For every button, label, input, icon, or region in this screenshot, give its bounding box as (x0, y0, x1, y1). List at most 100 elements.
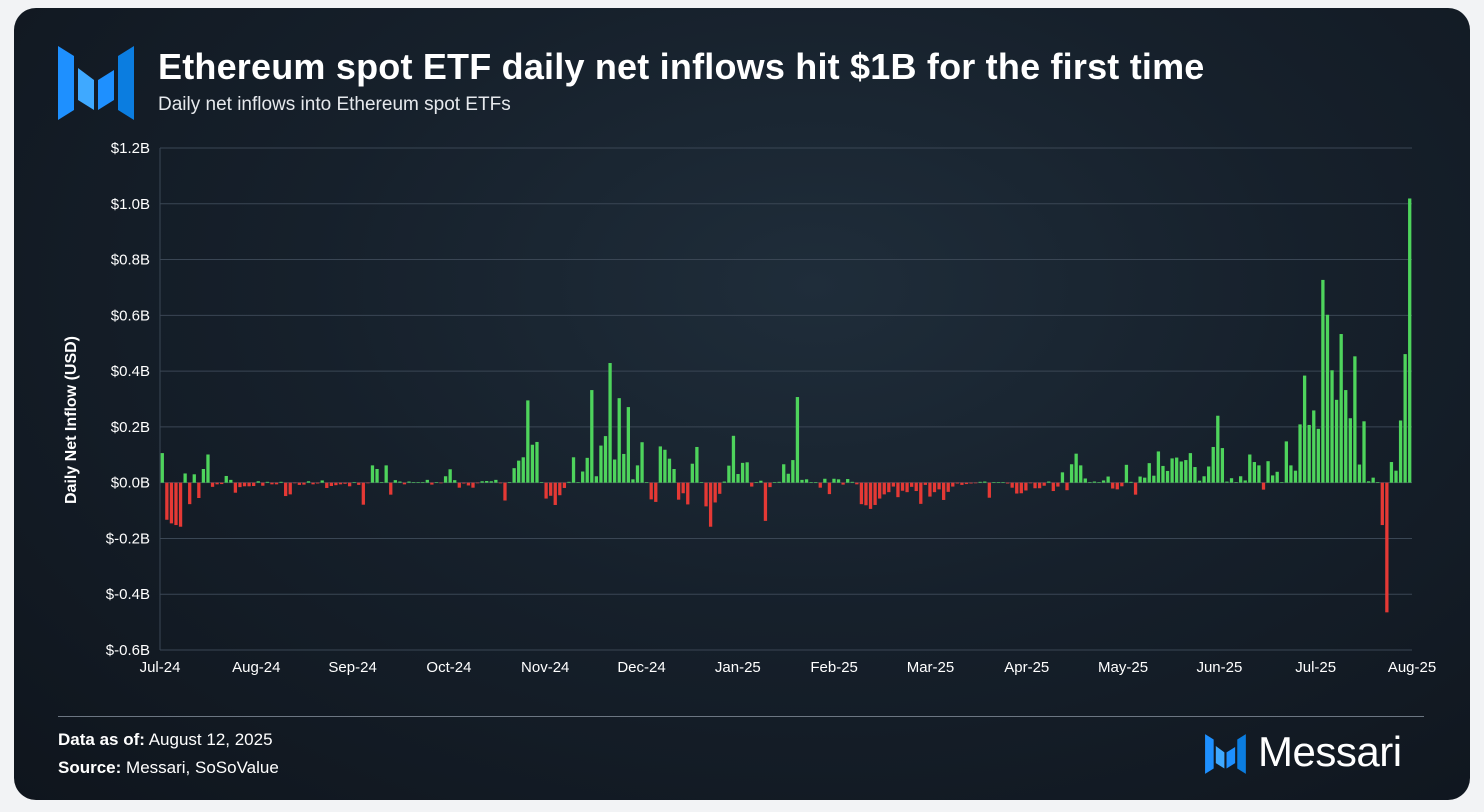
outflow-bar (402, 482, 407, 485)
y-tick-label: $-0.4B (106, 586, 150, 603)
inflow-bar (517, 460, 521, 483)
inflow-bar (617, 398, 621, 483)
inflow-bar (772, 482, 777, 483)
messari-brand: Messari (1202, 728, 1432, 780)
inflow-bar (850, 481, 854, 483)
inflow-bar (206, 454, 210, 483)
outflow-bar (233, 482, 238, 493)
outflow-bar (919, 482, 923, 504)
inflow-bar (1284, 441, 1288, 483)
outflow-bar (827, 482, 832, 495)
inflow-bar (782, 464, 786, 483)
inflow-bar (978, 481, 982, 483)
outflow-bar (864, 482, 868, 506)
inflow-bar (384, 465, 388, 483)
inflow-bar (658, 446, 662, 483)
inflow-bar (1193, 467, 1197, 483)
x-tick-label: Dec-24 (617, 659, 665, 676)
messari-logo-icon (58, 46, 134, 120)
outflow-bar (928, 482, 932, 497)
inflow-bar (1083, 478, 1087, 483)
inflow-bar (695, 446, 699, 483)
y-tick-label: $0.8B (111, 252, 150, 269)
outflow-bar (955, 482, 959, 484)
inflow-bar (393, 480, 397, 483)
inflow-bar (1184, 460, 1188, 483)
footer-divider (58, 716, 1424, 717)
outflow-bar (905, 482, 909, 493)
inflow-bar (535, 441, 539, 483)
y-axis-ticks: $1.2B $1.0B $0.8B $0.6B $0.4B $0.2B $0.0B $-0.2… (106, 140, 150, 659)
source-label: Source: (58, 758, 122, 777)
outflow-bar (1120, 482, 1124, 487)
inflow-bar (644, 482, 649, 483)
inflow-bar (1106, 476, 1110, 483)
inflow-bar (229, 479, 233, 483)
inflow-bar (1353, 356, 1357, 483)
inflow-bar (1348, 418, 1352, 483)
inflow-bar (1138, 476, 1142, 483)
x-tick-label: Jul-24 (140, 659, 181, 676)
outflow-bar (708, 482, 713, 527)
x-tick-label: May-25 (1098, 659, 1148, 676)
outflow-bar (357, 482, 361, 485)
outflow-bar (430, 482, 434, 485)
outflow-bar (252, 482, 256, 487)
outflow-bar (973, 482, 978, 484)
inflow-bar (1357, 464, 1362, 483)
inflow-bar (1239, 476, 1243, 483)
outflow-bar (768, 482, 772, 488)
x-tick-label: Jul-25 (1295, 659, 1336, 676)
outflow-bar (1019, 482, 1023, 494)
inflow-bar (1376, 482, 1380, 483)
y-tick-label: $0.6B (111, 307, 150, 324)
outflow-bar (923, 482, 928, 485)
inflow-bar (494, 479, 498, 483)
outflow-bar (1111, 482, 1115, 489)
inflow-bar (622, 453, 626, 483)
outflow-bar (270, 482, 274, 485)
y-tick-label: $-0.2B (106, 530, 150, 547)
outflow-bar (1028, 482, 1033, 484)
outflow-bar (686, 482, 690, 505)
outflow-bar (315, 482, 320, 484)
outflow-bar (763, 482, 768, 521)
messari-brand-icon (1205, 734, 1246, 774)
inflow-bar (599, 445, 603, 483)
x-tick-label: Aug-24 (232, 659, 280, 676)
inflow-bar (1207, 466, 1211, 483)
outflow-bar (210, 482, 215, 487)
outflow-bar (220, 482, 224, 485)
inflow-bar (1092, 481, 1097, 483)
inflow-bar (777, 481, 781, 483)
outflow-bar (932, 482, 937, 493)
outflow-bar (1056, 482, 1060, 487)
y-tick-label: $-0.6B (106, 642, 150, 659)
inflow-bar (443, 476, 448, 483)
outflow-bar (169, 482, 174, 524)
outflow-bar (910, 482, 914, 487)
outflow-bar (1024, 482, 1028, 491)
outflow-bar (471, 482, 475, 488)
inflow-bar (731, 435, 736, 483)
inflow-bar (1152, 475, 1156, 483)
inflow-bar (1047, 481, 1051, 483)
outflow-bar (338, 482, 343, 485)
inflow-bar (1398, 420, 1403, 483)
outflow-bar (1015, 482, 1019, 494)
inflow-bar (1257, 465, 1261, 483)
inflow-bar (279, 481, 283, 483)
outflow-bar (178, 482, 183, 527)
source-value: Messari, SoSoValue (126, 758, 279, 777)
inflow-bar (663, 449, 667, 483)
outflow-bar (553, 482, 557, 505)
outflow-bar (713, 482, 717, 503)
inflow-bar (489, 481, 493, 483)
inflow-bar (1161, 465, 1165, 483)
outflow-bar (1051, 482, 1055, 492)
outflow-bar (1115, 482, 1119, 490)
outflow-bar (841, 482, 845, 485)
inflow-bar (512, 468, 516, 483)
x-axis-ticks: Jul-24 Aug-24 Sep-24 Oct-24 Nov-24 Dec-24 Jan-… (140, 659, 1437, 676)
outflow-bar (681, 482, 685, 494)
